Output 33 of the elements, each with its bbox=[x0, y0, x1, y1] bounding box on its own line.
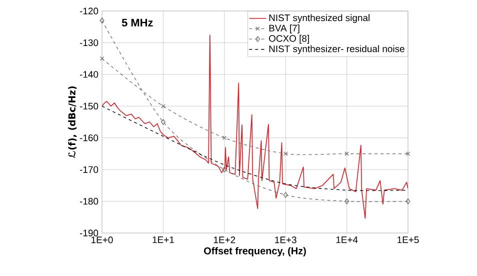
x-tick-label: 1E+3 bbox=[275, 236, 296, 244]
y-tick-label: -190 bbox=[80, 230, 98, 236]
legend-label: NIST synthesizer- residual noise bbox=[269, 45, 404, 54]
point bbox=[344, 198, 350, 204]
x-tick-label: 1E+1 bbox=[152, 236, 174, 244]
point bbox=[406, 198, 410, 204]
y-tick-label: -120 bbox=[80, 8, 98, 14]
legend-label: BVA [7] bbox=[269, 24, 300, 34]
point bbox=[283, 192, 288, 198]
point bbox=[161, 104, 166, 108]
point bbox=[100, 56, 104, 61]
point bbox=[406, 152, 410, 156]
y-tick-label: -150 bbox=[80, 102, 98, 110]
y-tick-label: -160 bbox=[80, 134, 98, 142]
x-tick-label: 1E+2 bbox=[214, 236, 236, 244]
point bbox=[160, 119, 166, 125]
x-axis-title: Offset frequency, (Hz) bbox=[204, 247, 306, 256]
x-tick-label: 1E+4 bbox=[336, 236, 358, 244]
y-tick-label: -130 bbox=[80, 39, 98, 46]
point bbox=[283, 152, 288, 156]
legend-label: OCXO [8] bbox=[269, 34, 309, 44]
y-tick-label: -140 bbox=[80, 71, 98, 78]
x-tick-label: 1E+0 bbox=[92, 236, 113, 244]
point bbox=[344, 152, 349, 156]
annotation: 5 MHz bbox=[122, 18, 153, 27]
y-axis-title: ℒ(f), (dBc/Hz) bbox=[68, 86, 77, 158]
point bbox=[100, 18, 104, 24]
point bbox=[222, 166, 227, 173]
x-tick-label: 1E+5 bbox=[398, 236, 419, 244]
y-tick-label: -180 bbox=[80, 198, 98, 205]
legend-label: NIST synthesized signal bbox=[269, 14, 370, 24]
point bbox=[222, 136, 227, 140]
y-tick-label: -170 bbox=[80, 166, 98, 173]
